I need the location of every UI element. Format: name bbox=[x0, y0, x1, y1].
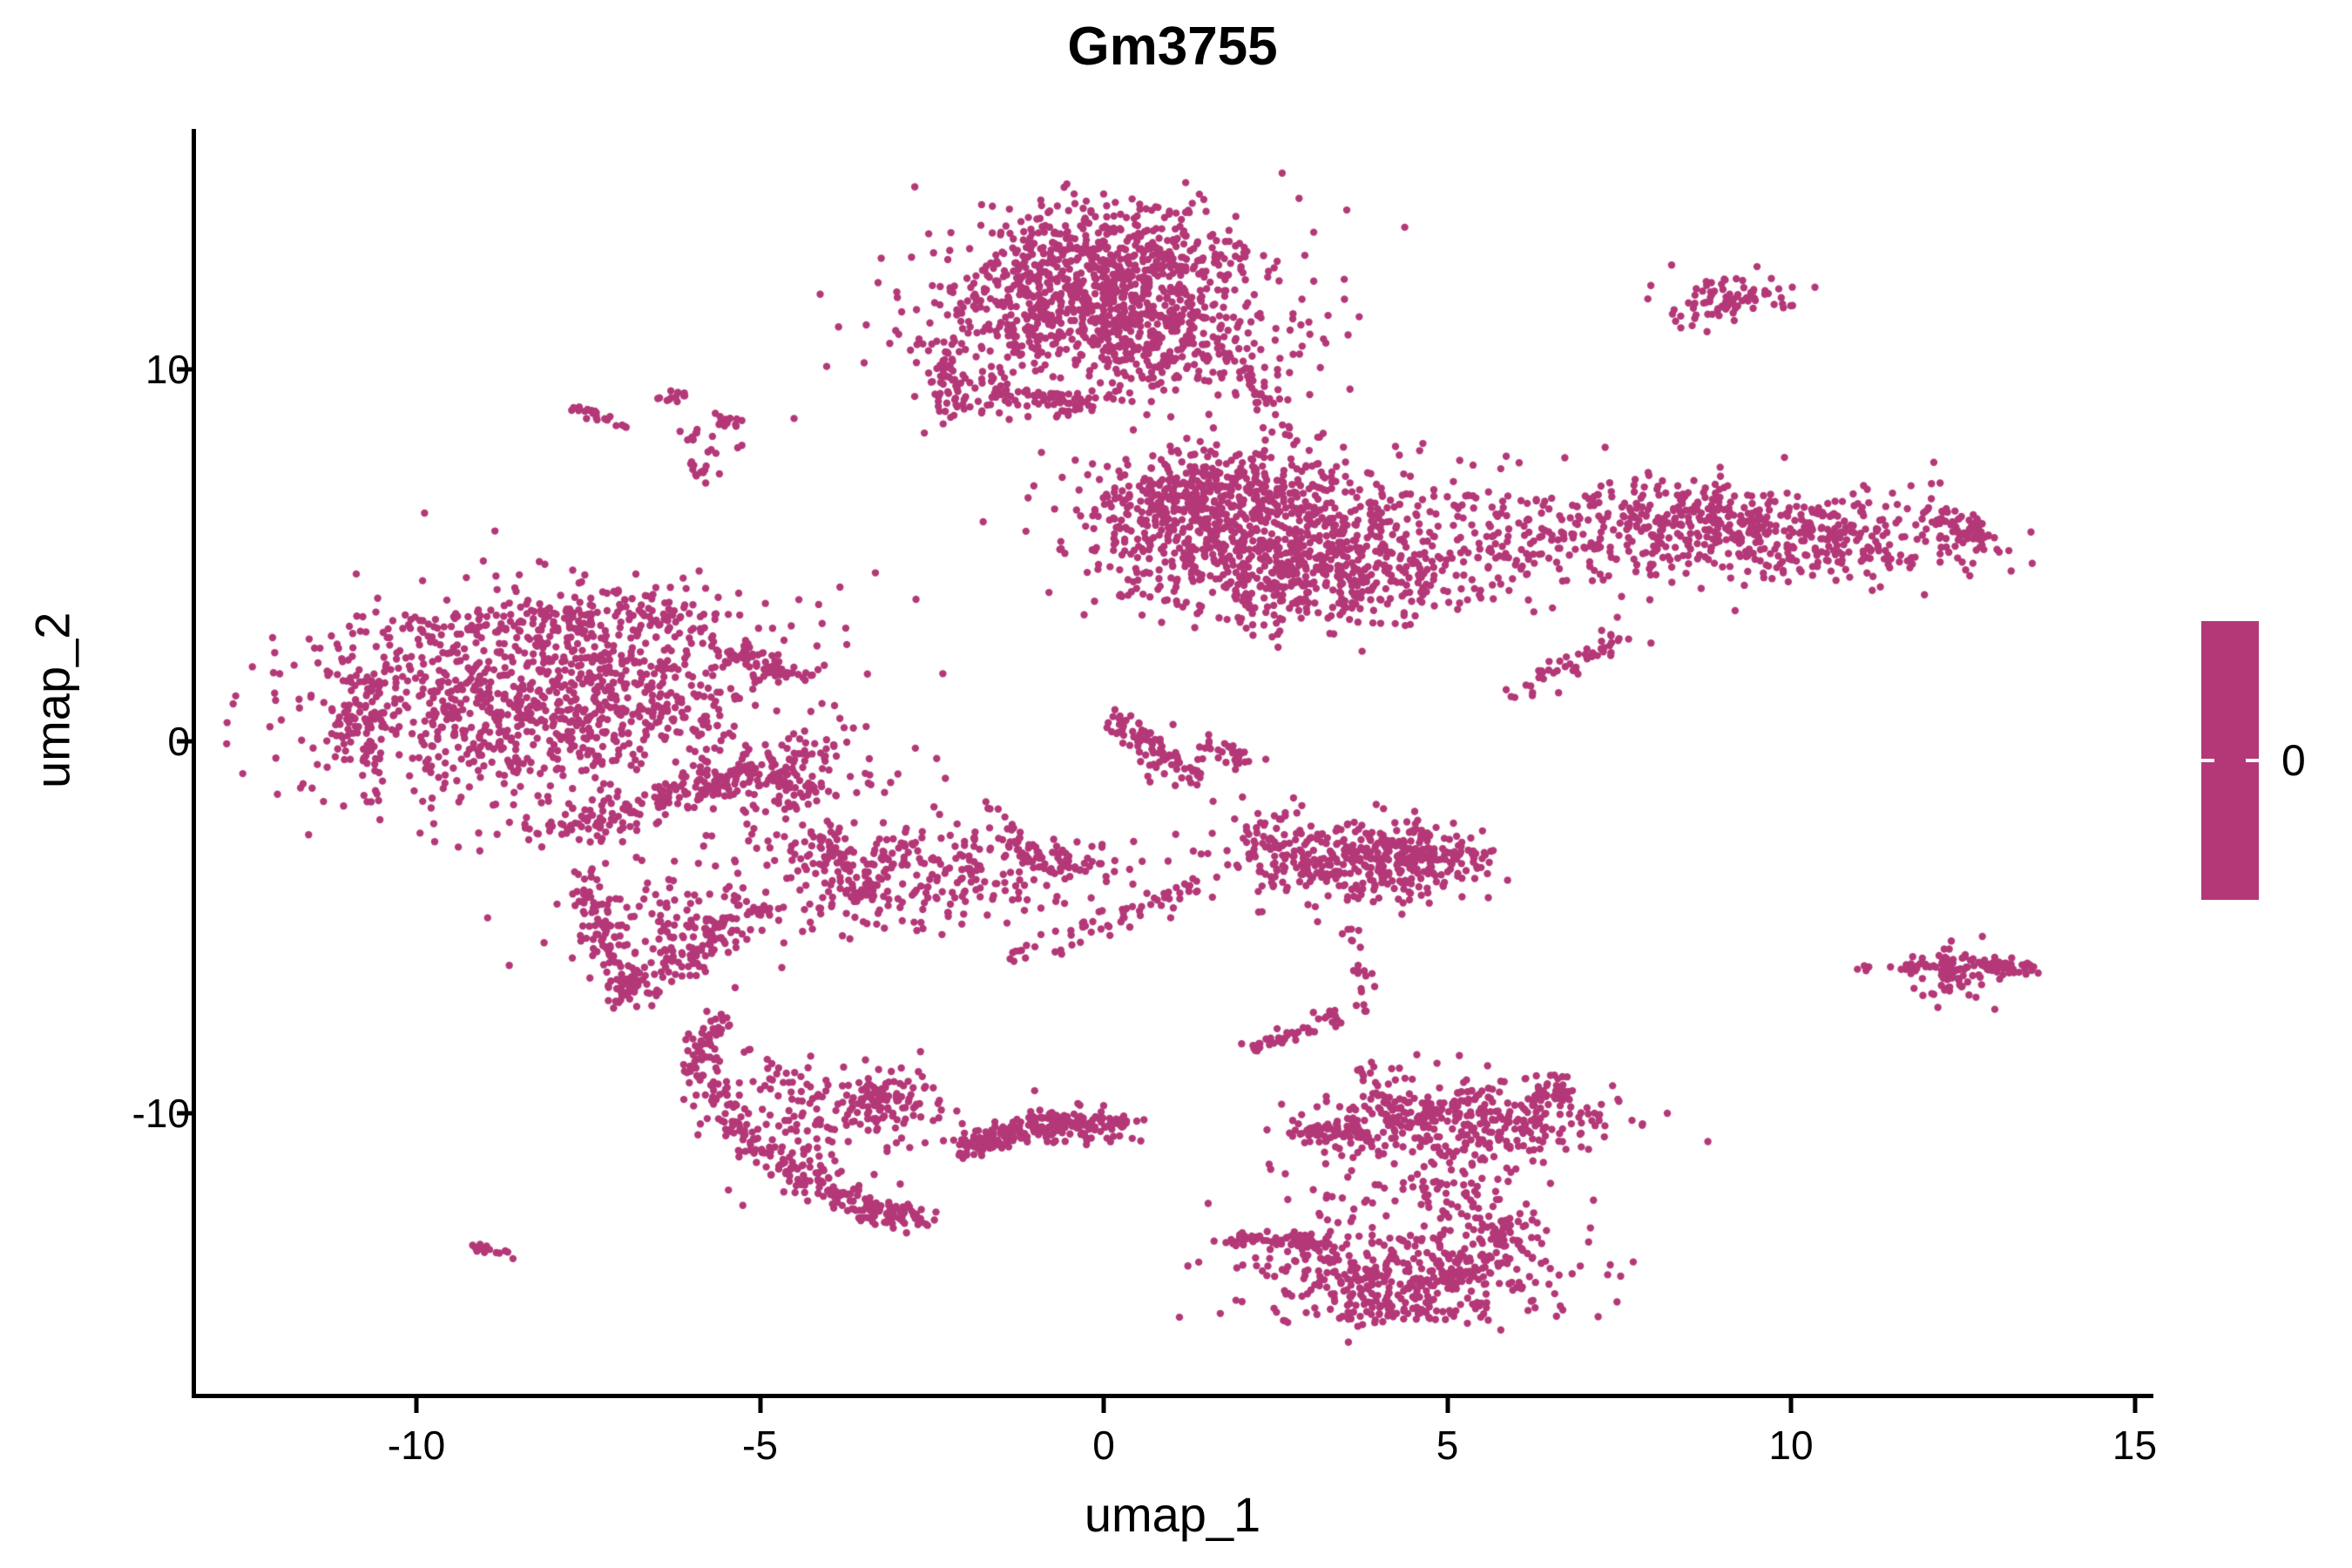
y-tick-label: 0 bbox=[167, 719, 190, 764]
x-tick-mark bbox=[1445, 1398, 1450, 1413]
colorbar-tick-icon bbox=[2246, 759, 2259, 762]
x-axis-label: umap_1 bbox=[1084, 1487, 1261, 1542]
x-tick-label: 5 bbox=[1436, 1423, 1459, 1468]
plot-title: Gm3755 bbox=[1067, 17, 1278, 77]
x-tick-label: 10 bbox=[1768, 1423, 1814, 1468]
colorbar: 0 bbox=[2201, 621, 2306, 900]
y-axis-line bbox=[192, 129, 196, 1398]
x-tick-label: -10 bbox=[387, 1423, 446, 1468]
x-tick-mark bbox=[2132, 1398, 2137, 1413]
y-tick-label: -10 bbox=[132, 1091, 190, 1136]
x-tick-label: 0 bbox=[1092, 1423, 1115, 1468]
y-axis-label: umap_2 bbox=[24, 612, 81, 788]
x-tick-mark bbox=[1101, 1398, 1106, 1413]
y-tick-mark bbox=[177, 739, 192, 744]
x-tick-label: -5 bbox=[742, 1423, 778, 1468]
y-tick-mark bbox=[177, 367, 192, 372]
colorbar-tick-icon bbox=[2201, 759, 2214, 762]
colorbar-label: 0 bbox=[2281, 736, 2306, 785]
y-tick-label: 10 bbox=[145, 347, 190, 392]
x-axis-line bbox=[192, 1394, 2153, 1398]
x-tick-mark bbox=[414, 1398, 419, 1413]
y-tick-mark bbox=[177, 1111, 192, 1116]
x-tick-mark bbox=[758, 1398, 762, 1413]
x-tick-mark bbox=[1788, 1398, 1794, 1413]
x-tick-label: 15 bbox=[2112, 1423, 2158, 1468]
